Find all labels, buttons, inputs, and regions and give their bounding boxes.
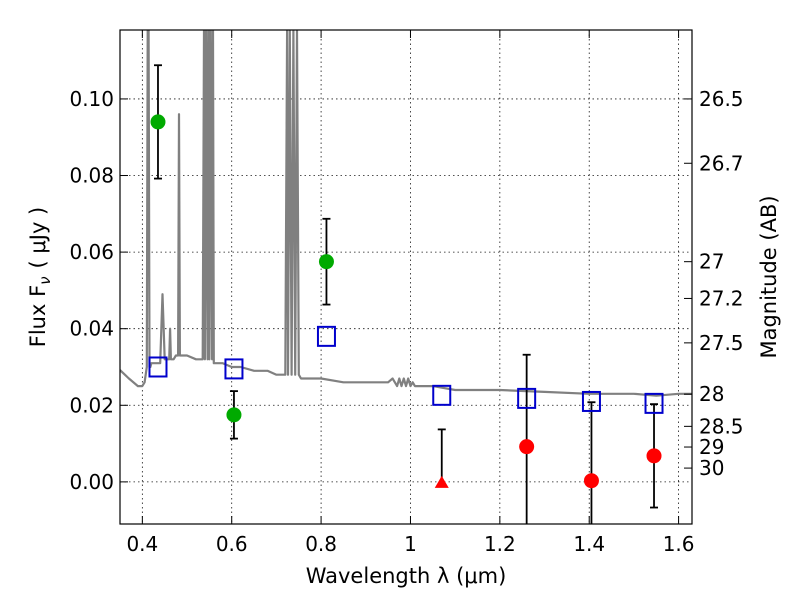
mag-tick-label: 30	[699, 456, 724, 480]
model-synthetic-photometry-point	[148, 356, 168, 378]
y-tick-label: 0.06	[69, 240, 114, 264]
red-detections-point	[519, 439, 535, 455]
x-tick-label: 1.6	[663, 532, 695, 556]
model-synthetic-photometry-point	[644, 392, 664, 414]
model-spectrum	[120, 30, 692, 397]
marker-layer	[148, 114, 664, 489]
model-synthetic-photometry-point	[581, 390, 601, 412]
y-tick-label: 0.08	[69, 164, 114, 188]
y-tick-label: 0.04	[69, 317, 114, 341]
y-tick-label: 0.00	[69, 470, 114, 494]
mag-tick-label: 27.5	[699, 331, 744, 355]
green-detections-point	[150, 114, 166, 130]
y-axis-label-main: Flux F	[26, 285, 50, 347]
mag-tick-label: 28.5	[699, 414, 744, 438]
green-detections-point	[318, 254, 334, 270]
model-synthetic-photometry-point	[432, 384, 452, 406]
x-tick-label: 0.6	[216, 532, 248, 556]
x-tick-label: 1.4	[573, 532, 605, 556]
y-axis-label-units: ( μJy )	[26, 207, 50, 269]
model-synthetic-photometry-point	[224, 358, 244, 380]
mag-tick-label: 29	[699, 435, 724, 459]
x-tick-label: 0.8	[305, 532, 337, 556]
y-tick-label: 0.02	[69, 393, 114, 417]
x-tick-label: 1	[404, 532, 417, 556]
model-synthetic-photometry-point	[517, 387, 537, 409]
x-tick-label: 1.2	[484, 532, 516, 556]
label-layer: 0.4 0.6 0.8 1 1.2 1.4 1.6 0.00 0.02 0.04 0.06 0.08 0…	[26, 87, 781, 588]
mag-tick-label: 26.5	[699, 87, 744, 111]
errorbar-layer	[153, 64, 659, 524]
tick-layer	[120, 30, 692, 524]
mag-tick-label: 26.7	[699, 151, 744, 175]
spectrum-layer	[120, 30, 692, 397]
model-synthetic-photometry-point	[316, 325, 336, 347]
y-tick-label: 0.10	[69, 87, 114, 111]
mag-tick-label: 28	[699, 382, 724, 406]
red-upper-limit-point	[434, 475, 449, 488]
x-axis-label: Wavelength λ (μm)	[306, 564, 507, 588]
x-tick-label: 0.4	[126, 532, 158, 556]
y2-axis-label: Magnitude (AB)	[757, 195, 781, 358]
grid-layer	[120, 30, 692, 524]
red-detections-point	[646, 448, 662, 464]
y-axis-label-sub: ν	[36, 276, 54, 284]
green-detections-point	[226, 407, 242, 423]
plot-frame	[119, 29, 693, 525]
mag-tick-label: 27	[699, 250, 724, 274]
y-axis-label: Flux Fν ( μJy )	[26, 207, 54, 348]
mag-tick-label: 27.2	[699, 286, 744, 310]
red-detections-point	[583, 473, 599, 489]
